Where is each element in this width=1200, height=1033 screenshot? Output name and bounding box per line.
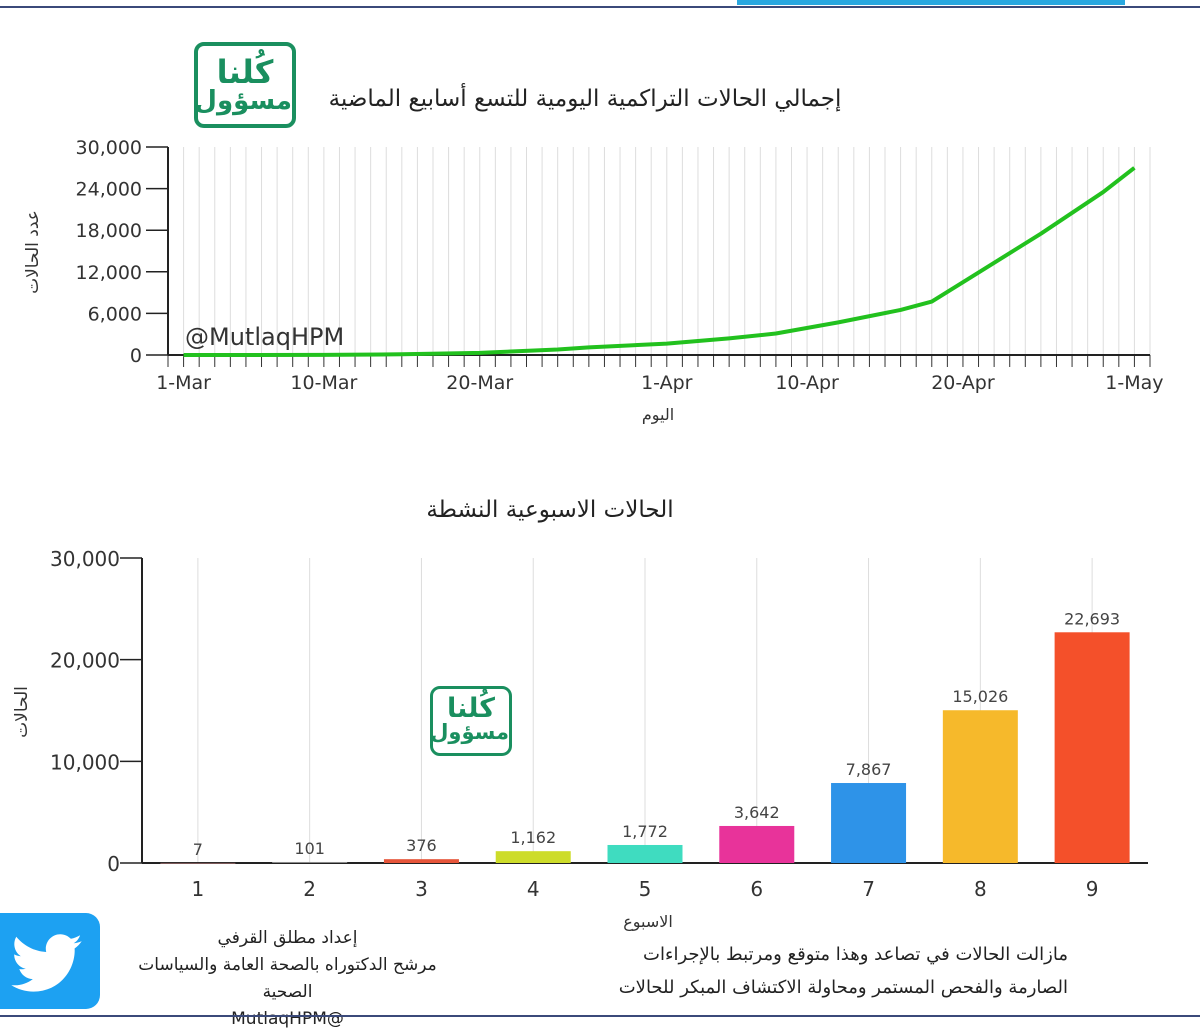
x-tick-label: 8 [974,877,987,901]
watermark-handle: @MutlaqHPM [185,323,344,351]
x-tick-label: 1 [192,877,205,901]
bar-value-label: 101 [294,839,325,858]
note-line-2: الصارمة والفحص المستمر ومحاولة الاكتشاف … [618,977,1068,998]
y-tick-label: 10,000 [50,750,120,774]
chart2-title: الحالات الاسبوعية النشطة [426,497,674,523]
bar-value-label: 3,642 [734,803,780,822]
x-axis-title: الاسبوع [623,912,673,932]
x-tick-label: 6 [750,877,763,901]
x-tick-label: 3 [415,877,428,901]
logo-small-line-2: مسؤول [430,720,509,744]
y-tick-label: 12,000 [76,262,142,284]
y-tick-label: 24,000 [76,179,142,201]
bar-week-7 [831,783,907,863]
bar-week-6 [719,825,795,863]
bar-week-3 [383,859,459,863]
y-tick-label: 18,000 [76,220,142,242]
bar-week-8 [942,710,1018,863]
cumulative-line-chart: 0 6,000 12,000 18,000 24,000 30,000 1-Mar 10-Ma… [23,137,1164,425]
x-tick-label: 1-May [1105,372,1163,394]
y-tick-label: 6,000 [88,303,142,325]
y-axis-title: عدد الحالات [23,210,43,294]
kulna-masool-logo-small: كُلنا مسؤول [430,686,512,756]
x-tick-label: 2 [303,877,316,901]
y-axis-title: الحالات [12,686,32,738]
x-tick-label: 7 [862,877,875,901]
bar-value-label: 15,026 [952,687,1008,706]
twitter-icon [0,913,100,1009]
kulna-masool-logo: كُلنا مسؤول [194,42,296,128]
y-tick-label: 0 [130,345,142,367]
note-line-1: مازالت الحالات في تصاعد وهذا متوقع ومرتب… [643,944,1068,965]
bar-value-label: 7 [193,840,203,859]
bar-week-1 [160,862,236,864]
bar-value-label: 22,693 [1064,609,1120,628]
x-tick-label: 20-Apr [931,372,995,394]
bar-week-9 [1054,632,1130,863]
y-tick-label: 30,000 [50,547,120,571]
bar-value-label: 7,867 [846,760,892,779]
y-tick-label: 20,000 [50,649,120,673]
cumulative-cases-line [183,166,1136,357]
weekly-bar-chart: 0 10,000 20,000 30,000 7 1 101 2 376 3 1,162 4 1,772… [12,547,1148,932]
x-tick-label: 4 [527,877,540,901]
x-tick-label: 10-Mar [290,372,357,394]
top-accent-bar [737,0,1125,5]
bar-week-4 [495,851,571,863]
y-tick-label: 0 [107,852,120,876]
credit-line-2: مرشح الدكتوراه بالصحة العامة والسياسات ا… [138,955,437,1002]
logo-line-2: مسؤول [194,86,292,116]
x-tick-label: 5 [639,877,652,901]
twitter-bird-icon [11,934,82,992]
bottom-rule [0,1015,1200,1017]
bar-week-2 [272,861,348,863]
x-axis-title: اليوم [642,405,674,425]
top-rule [0,6,1200,8]
y-tick-label: 30,000 [76,137,142,159]
commentary-note: مازالت الحالات في تصاعد وهذا متوقع ومرتب… [618,938,1068,1004]
bar-value-label: 376 [406,836,437,855]
x-tick-label: 10-Apr [775,372,839,394]
x-tick-label: 20-Mar [446,372,513,394]
bar-value-label: 1,772 [622,822,668,841]
credit-line-1: إعداد مطلق القرفي [217,928,358,948]
x-tick-label: 9 [1086,877,1099,901]
chart1-title: إجمالي الحالات التراكمية اليومية للتسع أ… [328,86,842,112]
logo-line-1: كُلنا [216,53,274,91]
x-tick-label: 1-Mar [156,372,211,394]
bar-week-5 [607,844,683,863]
x-tick-label: 1-Apr [641,372,693,394]
logo-small-line-1: كُلنا [447,693,495,724]
bar-value-label: 1,162 [510,828,556,847]
